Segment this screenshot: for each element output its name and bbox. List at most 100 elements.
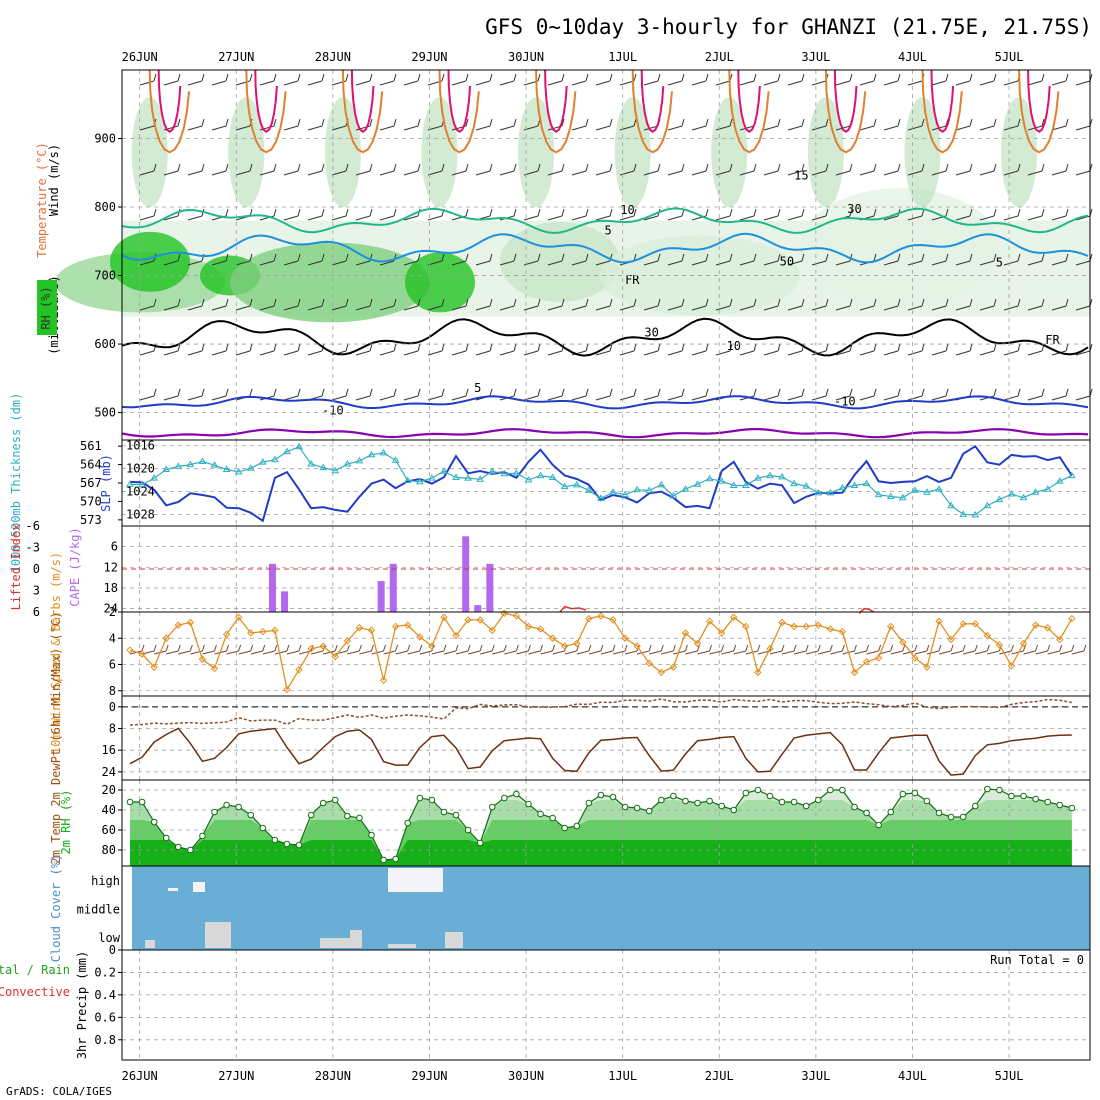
rh-low-level-region [904, 97, 941, 208]
wind-barb-flag [897, 73, 901, 82]
wind-barb [523, 305, 539, 311]
y-tick-label: 6 [109, 658, 116, 672]
wind-barb-flag [969, 163, 973, 172]
wind-barb [331, 215, 347, 221]
wind-barb [1027, 395, 1043, 401]
wind-barb [259, 170, 275, 176]
ylabel-lifted-index: Lifted Index [9, 524, 23, 611]
wind-barb [763, 305, 779, 311]
wind-barb [787, 125, 803, 131]
rh-marker [875, 821, 882, 829]
rh-marker [778, 798, 786, 806]
wind-barb [600, 650, 614, 655]
wind-barb [691, 260, 707, 266]
wind-barb-flag [681, 343, 685, 352]
wind-barb [739, 350, 755, 356]
thickness-marker [1043, 485, 1052, 492]
wind-barb-flag [419, 644, 423, 652]
precip-panel: 0 0.2 0.4 0.6 0.8 Total / Rain Convective 3h… [0, 943, 1091, 1061]
wind-barb [907, 215, 923, 221]
wind-barb-flag [321, 388, 325, 397]
wind-barb-flag [1065, 388, 1069, 397]
wind-barb-flag [489, 388, 493, 397]
wind-barb [395, 650, 408, 655]
wind-barb [307, 125, 323, 131]
wind-barb-flag [681, 298, 685, 307]
wind-barb-flag [825, 253, 829, 262]
rh-marker [187, 846, 194, 854]
wind-barb [745, 650, 758, 655]
wind-barb-flag [153, 208, 157, 217]
thickness-marker [705, 474, 714, 482]
rh-marker [235, 803, 242, 811]
wind-speed-marker [367, 626, 376, 635]
wind-barb-flag [345, 253, 349, 262]
rh-marker [947, 813, 955, 821]
cloud-panel: high middle low Cloud Cover (%) [49, 854, 1091, 962]
wind-barb-flag [841, 644, 845, 652]
wind-barb [547, 80, 563, 86]
wind-barb-flag [1065, 298, 1069, 307]
cape-tick-label: 24 [104, 602, 118, 616]
wind-barb [467, 650, 481, 655]
wind-barb [163, 260, 179, 266]
contour-label: FR [625, 273, 640, 287]
wind-barb [715, 350, 731, 356]
wind-barb [355, 215, 371, 221]
contour-label: 10 [620, 203, 634, 217]
rh-marker [935, 809, 943, 817]
rh-marker [464, 826, 472, 834]
wind-barb-flag [177, 163, 181, 172]
wind-speed-marker [343, 637, 352, 645]
thickness-marker [971, 510, 980, 518]
wind-barb-flag [585, 253, 589, 262]
wind-barb-flag [537, 163, 541, 172]
wind-barb-flag [969, 388, 973, 397]
wind-barb-flag [321, 298, 325, 307]
rh-marker [440, 808, 448, 816]
wind-speed-marker [222, 630, 231, 639]
wind-barb [1051, 80, 1067, 86]
thickness-marker [222, 465, 231, 472]
thickness-marker [174, 462, 183, 469]
wind-barb-flag [1065, 163, 1069, 172]
wind-barb-flag [189, 644, 193, 652]
warm-contour [728, 69, 770, 154]
wind-barb [283, 125, 299, 131]
wind-barb-flag [537, 298, 541, 307]
wind-barb-flag [1041, 298, 1045, 307]
wind-barb-flag [513, 73, 517, 82]
wind-barb [595, 215, 611, 221]
rh-low-level-region [518, 97, 555, 208]
rh-marker [283, 840, 291, 848]
wind-barb [955, 170, 971, 176]
wind-barb-flag [993, 388, 997, 397]
wind-barb-flag [165, 644, 169, 652]
wind-barb [262, 650, 275, 655]
date-label-top: 3JUL [801, 50, 830, 64]
wind-barb-flag [345, 343, 349, 352]
wind-barb-flag [969, 253, 973, 262]
wind-barb-flag [370, 644, 374, 652]
wind-barb [691, 80, 707, 86]
rh-region [405, 252, 475, 313]
wind-barb [187, 125, 203, 131]
wind-barb [235, 125, 251, 131]
thickness-marker [246, 464, 255, 471]
wind-barb-flag [393, 343, 397, 352]
wind-barb-flag [226, 644, 229, 652]
wind-speed-marker [1031, 621, 1040, 629]
wind-speed-marker [512, 612, 521, 620]
wind-barb [1003, 80, 1019, 86]
wind-barb [427, 260, 443, 266]
wind-speed-marker [234, 613, 243, 621]
cape-tick-label: 18 [104, 581, 118, 595]
wind-barb-flag [225, 298, 229, 307]
wind-barb-flag [825, 388, 829, 397]
wind-speed-marker [186, 618, 195, 627]
y-tick-label: 20 [102, 783, 116, 797]
wind-barb-flag [609, 163, 613, 172]
rh-low-level-region [131, 97, 168, 208]
wind-speed-series [126, 609, 1076, 694]
warm-contour [921, 69, 963, 154]
